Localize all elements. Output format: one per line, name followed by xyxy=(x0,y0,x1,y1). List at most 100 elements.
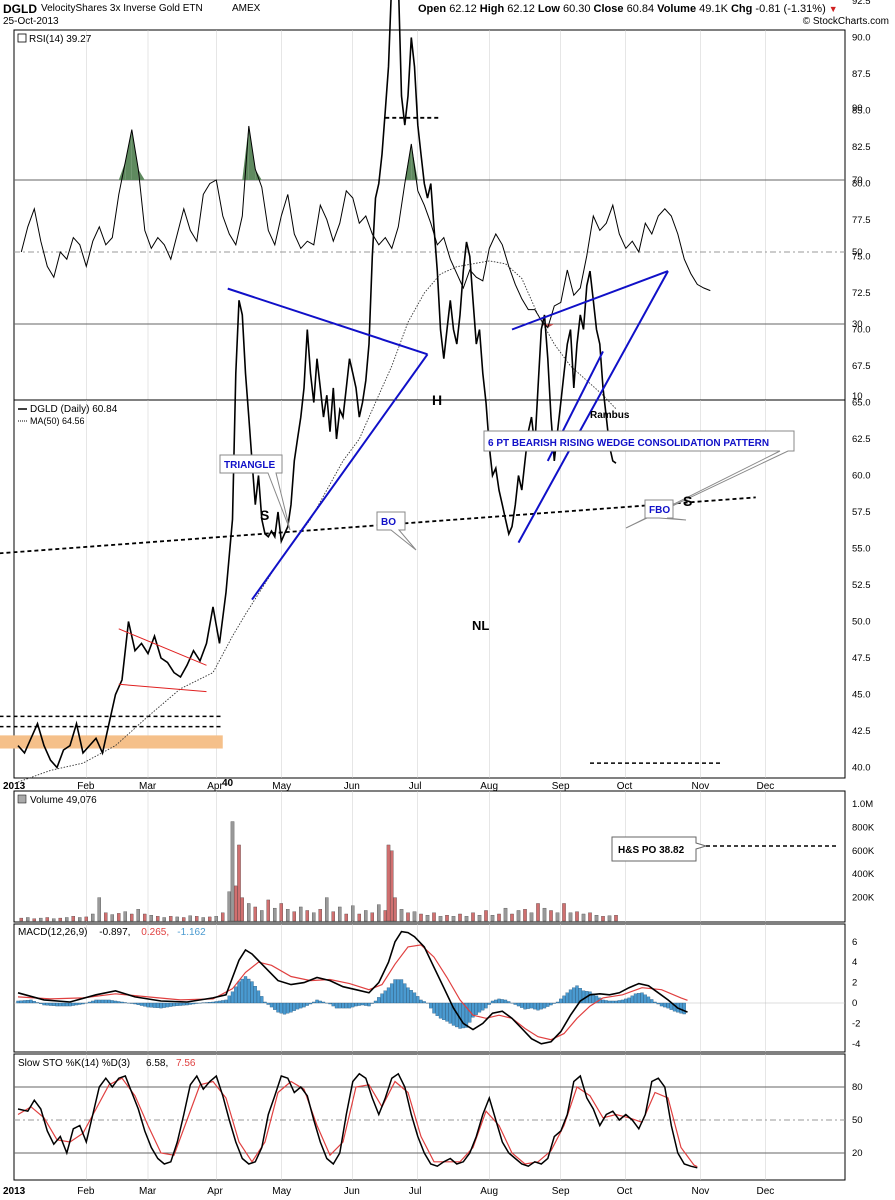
macd-histogram-bar xyxy=(659,1002,664,1007)
volume-bar xyxy=(266,899,270,922)
volume-bar xyxy=(432,912,436,922)
macd-histogram-bar xyxy=(611,1000,615,1004)
macd-histogram-bar xyxy=(286,1002,290,1014)
price-y-tick-label: 60.0 xyxy=(852,471,871,482)
volume-label: Volume xyxy=(657,3,697,15)
macd-histogram-bar xyxy=(403,983,407,1004)
macd-histogram-bar xyxy=(42,1002,46,1006)
macd-histogram-bar xyxy=(399,979,404,1004)
macd-histogram-bar xyxy=(594,995,599,1004)
macd-histogram-bar xyxy=(143,1002,147,1007)
macd-histogram-bar xyxy=(347,1002,352,1009)
macd-histogram-bar xyxy=(562,995,566,1004)
volume-bar xyxy=(425,915,430,922)
apr-marker-label: 40 xyxy=(222,778,234,789)
chart-symbol: DGLD xyxy=(3,2,37,16)
macd-histogram-bar xyxy=(572,987,576,1004)
macd-histogram-bar xyxy=(204,1002,209,1004)
macd-histogram-bar xyxy=(451,1002,456,1026)
macd-histogram-bar xyxy=(52,1002,56,1006)
triangle-callout-label: TRIANGLE xyxy=(224,460,275,471)
volume-bar xyxy=(32,918,37,922)
macd-histogram-bar xyxy=(529,1002,534,1009)
volume-bar xyxy=(110,914,115,922)
volume-bar xyxy=(175,916,179,922)
volume-bar xyxy=(39,917,43,922)
volume-bar xyxy=(503,907,508,922)
price-y-tick-label: 70.0 xyxy=(852,325,871,336)
open-value: 62.12 xyxy=(449,3,477,15)
macd-histogram-bar xyxy=(581,990,586,1004)
low-value: 60.30 xyxy=(562,3,591,15)
price-y-tick-label: 57.5 xyxy=(852,507,871,518)
macd-histogram-bar xyxy=(269,1002,274,1008)
volume-bar xyxy=(97,897,102,922)
macd-histogram-bar xyxy=(533,1002,537,1010)
chart-date: 25-Oct-2013 xyxy=(3,16,59,27)
macd-histogram-bar xyxy=(48,1002,53,1006)
price-y-tick-label: 85.0 xyxy=(852,106,871,117)
macd-histogram-bar xyxy=(539,1002,543,1010)
macd-histogram-bar xyxy=(624,998,628,1004)
macd-y-tick-label: 2 xyxy=(852,978,857,989)
macd-histogram-bar xyxy=(546,1002,550,1007)
macd-histogram-bar xyxy=(507,1001,511,1004)
macd-title: MACD(12,26,9) xyxy=(18,927,87,938)
macd-histogram-bar xyxy=(643,994,647,1004)
macd-histogram-bar xyxy=(71,1002,75,1006)
price-y-tick-label: 52.5 xyxy=(852,580,871,591)
volume-bar xyxy=(246,903,251,922)
volume-bar xyxy=(117,913,121,922)
macd-histogram-bar xyxy=(390,983,394,1004)
rsi-y-tick-label: 70 xyxy=(852,175,863,186)
open-label: Open xyxy=(418,3,447,15)
macd-histogram-bar xyxy=(679,1002,683,1014)
rsi-overbought-fill xyxy=(255,169,262,180)
macd-histogram-bar xyxy=(422,1001,426,1004)
macd-histogram-bar xyxy=(494,999,498,1004)
macd-histogram-bar xyxy=(123,1002,127,1004)
stochastic-y-tick-label: 80 xyxy=(852,1082,863,1093)
macd-histogram-bar xyxy=(299,1002,303,1009)
macd-histogram-bar xyxy=(429,1002,433,1009)
macd-histogram-bar xyxy=(81,1002,85,1005)
macd-histogram-bar xyxy=(282,1002,287,1015)
macd-histogram-bar xyxy=(146,1002,150,1008)
macd-histogram-bar xyxy=(640,992,644,1004)
volume-bar xyxy=(318,909,322,922)
volume-title: Volume 49,076 xyxy=(30,795,97,806)
rsi-y-tick-label: 90 xyxy=(852,103,863,114)
volume-bar xyxy=(549,910,553,922)
close-label: Close xyxy=(593,3,624,15)
macd-histogram-bar xyxy=(39,1002,43,1004)
volume-bar xyxy=(529,912,534,922)
volume-bar xyxy=(383,910,387,922)
macd-histogram-bar xyxy=(191,1002,196,1005)
stochastic-k-line xyxy=(17,1072,698,1169)
volume-bar xyxy=(458,913,462,922)
macd-histogram-bar xyxy=(464,1002,469,1028)
rsi-line xyxy=(20,125,711,329)
price-y-tick-label: 45.0 xyxy=(852,690,871,701)
volume-bar xyxy=(568,912,573,922)
macd-histogram-bar xyxy=(276,1002,280,1013)
macd-hist-label: -1.162 xyxy=(177,927,206,938)
bottom-x-tick-label: Feb xyxy=(77,1186,95,1197)
macd-histogram-bar xyxy=(35,1002,40,1004)
volume-bar xyxy=(25,917,30,922)
macd-histogram-bar xyxy=(503,999,508,1004)
macd-histogram-bar xyxy=(412,992,417,1004)
price-x-tick-label: Dec xyxy=(757,781,775,792)
volume-bar xyxy=(207,916,212,922)
volume-bar xyxy=(253,906,257,922)
bottom-x-tick-label: Jul xyxy=(409,1186,422,1197)
volume-value: 49.1K xyxy=(699,3,728,15)
macd-histogram-bar xyxy=(260,996,264,1004)
macd-histogram-bar xyxy=(435,1002,439,1016)
macd-histogram-bar xyxy=(663,1002,667,1008)
volume-bar xyxy=(510,913,514,922)
macd-histogram-bar xyxy=(133,1002,137,1005)
ma50-line xyxy=(17,260,617,783)
bottom-x-tick-label: Aug xyxy=(480,1186,498,1197)
price-y-tick-label: 62.5 xyxy=(852,434,871,445)
